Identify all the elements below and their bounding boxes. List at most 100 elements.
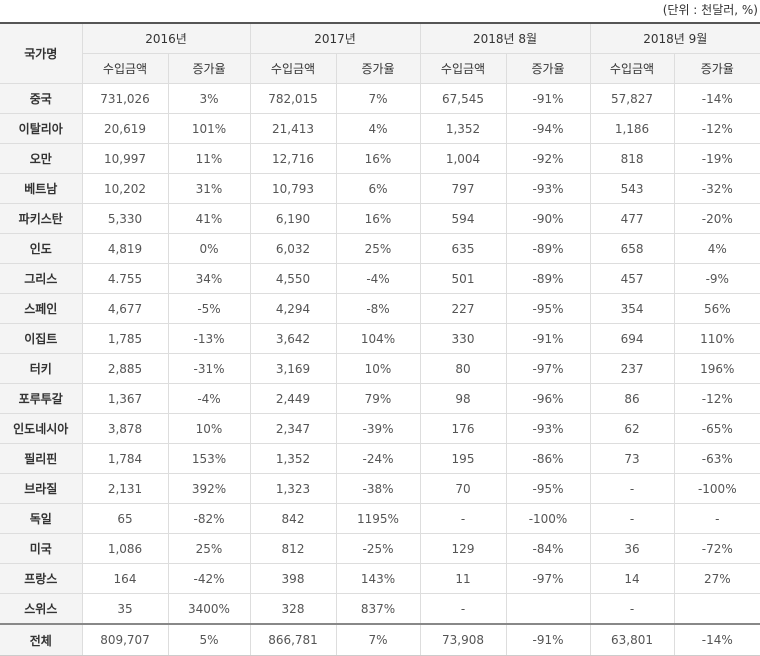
amount-cell: 176 xyxy=(419,413,507,444)
amount-cell: 543 xyxy=(589,173,675,204)
amount-cell: 10,793 xyxy=(249,173,337,204)
table-row: 터키 2,885 -31% 3,169 10% 80 -97% 237 196% xyxy=(0,353,760,384)
growth-cell: -5% xyxy=(167,293,251,324)
growth-cell: -19% xyxy=(673,143,760,174)
growth-cell: -14% xyxy=(673,623,760,656)
amount-cell: 4,294 xyxy=(249,293,337,324)
growth-cell: -100% xyxy=(673,473,760,504)
growth-cell: -93% xyxy=(505,413,591,444)
amount-header: 수입금액 xyxy=(419,53,507,84)
country-header: 국가명 xyxy=(0,22,83,84)
amount-cell: 35 xyxy=(81,593,169,625)
amount-cell: 658 xyxy=(589,233,675,264)
growth-header: 증가율 xyxy=(167,53,251,84)
amount-cell: 1,186 xyxy=(589,113,675,144)
amount-cell: 1,352 xyxy=(249,443,337,474)
amount-cell: 501 xyxy=(419,263,507,294)
table-row: 이탈리아 20,619 101% 21,413 4% 1,352 -94% 1,186 -12% xyxy=(0,113,760,144)
growth-cell: -90% xyxy=(505,203,591,234)
amount-cell: 797 xyxy=(419,173,507,204)
country-cell: 인도네시아 xyxy=(0,413,83,444)
growth-cell: 10% xyxy=(167,413,251,444)
amount-cell: 1,784 xyxy=(81,443,169,474)
amount-cell: 21,413 xyxy=(249,113,337,144)
amount-cell: 1,367 xyxy=(81,383,169,414)
amount-cell: 65 xyxy=(81,503,169,534)
growth-cell: -96% xyxy=(505,383,591,414)
growth-cell: -8% xyxy=(335,293,421,324)
country-cell: 터키 xyxy=(0,353,83,384)
growth-cell: -25% xyxy=(335,533,421,564)
country-cell: 스페인 xyxy=(0,293,83,324)
country-cell: 베트남 xyxy=(0,173,83,204)
amount-cell: 842 xyxy=(249,503,337,534)
amount-cell: 67,545 xyxy=(419,83,507,114)
growth-cell: 837% xyxy=(335,593,421,625)
growth-cell: 1195% xyxy=(335,503,421,534)
growth-cell: -72% xyxy=(673,533,760,564)
amount-cell: 73,908 xyxy=(419,623,507,656)
growth-cell: -86% xyxy=(505,443,591,474)
growth-cell: -24% xyxy=(335,443,421,474)
total-row: 전체 809,707 5% 866,781 7% 73,908 -91% 63,801 -14% xyxy=(0,623,760,656)
amount-cell: 694 xyxy=(589,323,675,354)
amount-cell: - xyxy=(419,593,507,625)
growth-cell: 27% xyxy=(673,563,760,594)
table-row: 포루투갈 1,367 -4% 2,449 79% 98 -96% 86 -12% xyxy=(0,383,760,414)
amount-cell: 4,677 xyxy=(81,293,169,324)
growth-cell: -13% xyxy=(167,323,251,354)
growth-cell: 16% xyxy=(335,203,421,234)
amount-cell: 4,550 xyxy=(249,263,337,294)
growth-header: 증가율 xyxy=(505,53,591,84)
table-row: 스페인 4,677 -5% 4,294 -8% 227 -95% 354 56% xyxy=(0,293,760,324)
growth-cell: -89% xyxy=(505,263,591,294)
growth-cell: -82% xyxy=(167,503,251,534)
table-row: 인도 4,819 0% 6,032 25% 635 -89% 658 4% xyxy=(0,233,760,264)
growth-cell: -9% xyxy=(673,263,760,294)
amount-cell: 10,997 xyxy=(81,143,169,174)
amount-cell: 12,716 xyxy=(249,143,337,174)
growth-cell: -20% xyxy=(673,203,760,234)
growth-cell: 16% xyxy=(335,143,421,174)
growth-cell: 196% xyxy=(673,353,760,384)
amount-cell: 1,004 xyxy=(419,143,507,174)
country-cell: 중국 xyxy=(0,83,83,114)
amount-cell: 594 xyxy=(419,203,507,234)
table-row: 오만 10,997 11% 12,716 16% 1,004 -92% 818 -19% xyxy=(0,143,760,174)
amount-cell: 195 xyxy=(419,443,507,474)
amount-cell: 1,785 xyxy=(81,323,169,354)
country-cell: 프랑스 xyxy=(0,563,83,594)
table-row: 인도네시아 3,878 10% 2,347 -39% 176 -93% 62 -65% xyxy=(0,413,760,444)
table-row: 이집트 1,785 -13% 3,642 104% 330 -91% 694 110% xyxy=(0,323,760,354)
country-cell: 필리핀 xyxy=(0,443,83,474)
amount-cell: 477 xyxy=(589,203,675,234)
growth-cell: -39% xyxy=(335,413,421,444)
amount-header: 수입금액 xyxy=(589,53,675,84)
amount-cell: 164 xyxy=(81,563,169,594)
country-cell: 브라질 xyxy=(0,473,83,504)
growth-cell: 5% xyxy=(167,623,251,656)
amount-cell: 812 xyxy=(249,533,337,564)
growth-cell: -12% xyxy=(673,113,760,144)
growth-cell: 34% xyxy=(167,263,251,294)
amount-cell: 57,827 xyxy=(589,83,675,114)
period-header-2017: 2017년 xyxy=(249,22,421,54)
amount-cell: - xyxy=(589,473,675,504)
amount-cell: 4,819 xyxy=(81,233,169,264)
amount-cell: 70 xyxy=(419,473,507,504)
growth-cell: 79% xyxy=(335,383,421,414)
amount-cell: 4.755 xyxy=(81,263,169,294)
amount-cell: 1,352 xyxy=(419,113,507,144)
growth-cell: -63% xyxy=(673,443,760,474)
growth-cell: -4% xyxy=(167,383,251,414)
amount-cell: 63,801 xyxy=(589,623,675,656)
amount-cell: - xyxy=(589,593,675,625)
amount-cell: 354 xyxy=(589,293,675,324)
growth-cell: 153% xyxy=(167,443,251,474)
table-body: 중국 731,026 3% 782,015 7% 67,545 -91% 57,827 -14%… xyxy=(0,83,760,656)
growth-cell: 41% xyxy=(167,203,251,234)
growth-cell: -95% xyxy=(505,473,591,504)
amount-cell: 3,169 xyxy=(249,353,337,384)
growth-cell: -14% xyxy=(673,83,760,114)
growth-cell: -91% xyxy=(505,83,591,114)
